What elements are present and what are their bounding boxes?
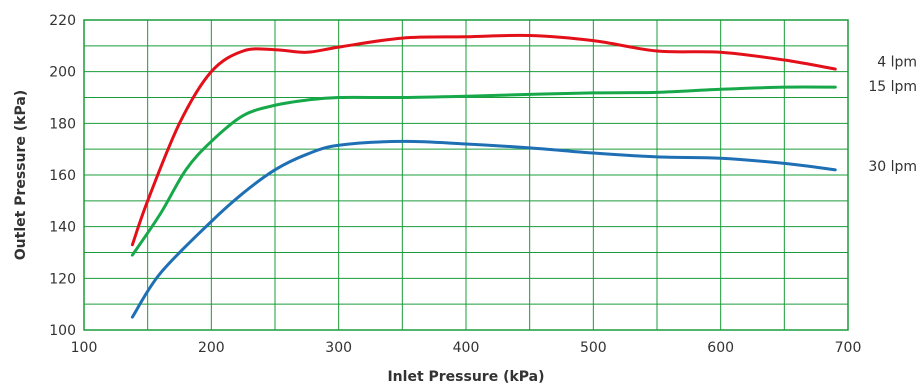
x-tick-label: 600	[707, 340, 734, 356]
plot-frame	[83, 19, 849, 331]
y-tick-label: 220	[49, 13, 76, 29]
y-tick-label: 180	[49, 116, 76, 132]
series-labels: 4 lpm 15 lpm 30 lpm	[868, 54, 917, 175]
y-tick-label: 140	[49, 220, 76, 236]
grid	[83, 19, 849, 331]
plot-border	[83, 19, 849, 331]
series-label: 15 lpm	[868, 79, 917, 95]
y-tick-label: 100	[49, 323, 76, 339]
tick-labels: 100 200 300 400 500 600 700 100 120 140 160 180 200 2…	[49, 13, 861, 356]
y-tick-label: 160	[49, 168, 76, 184]
series-lines	[130, 33, 837, 319]
series-line-30-lpm	[130, 139, 837, 319]
x-tick-label: 300	[325, 340, 352, 356]
y-axis-title: Outlet Pressure (kPa)	[13, 90, 29, 260]
series-label: 30 lpm	[868, 159, 917, 175]
series-line-4-lpm	[130, 33, 837, 247]
x-tick-label: 200	[198, 340, 225, 356]
x-tick-label: 500	[580, 340, 607, 356]
series-label: 4 lpm	[877, 54, 917, 70]
x-tick-label: 400	[453, 340, 480, 356]
x-tick-label: 700	[835, 340, 862, 356]
x-axis-title: Inlet Pressure (kPa)	[387, 369, 544, 385]
x-tick-label: 100	[71, 340, 98, 356]
y-tick-label: 120	[49, 271, 76, 287]
y-tick-label: 200	[49, 65, 76, 81]
series-line-15-lpm	[130, 85, 837, 257]
